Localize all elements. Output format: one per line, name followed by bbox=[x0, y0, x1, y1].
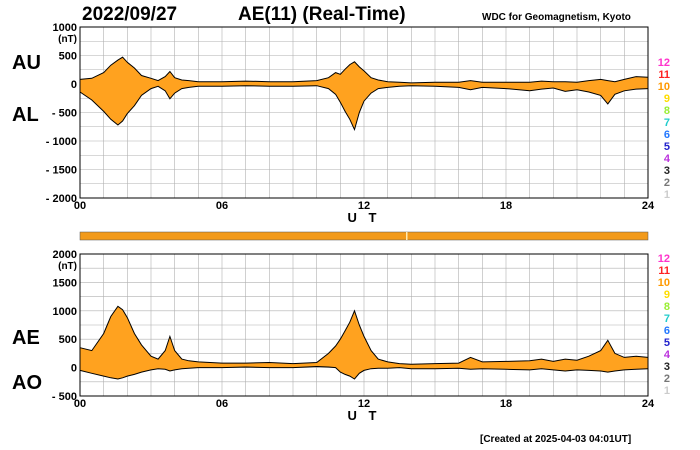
y-tick-label: - 1000 bbox=[46, 136, 77, 148]
y-tick-label: 2000 bbox=[53, 249, 77, 261]
legend-level-4: 4 bbox=[664, 349, 671, 361]
legend-level-9: 9 bbox=[664, 289, 670, 301]
x-tick-label: 18 bbox=[500, 398, 512, 410]
y-tick-label: 1000 bbox=[53, 306, 77, 318]
legend-level-7: 7 bbox=[664, 117, 670, 129]
x-tick-label: 00 bbox=[74, 398, 86, 410]
legend-level-8: 8 bbox=[664, 105, 670, 117]
legend-level-8: 8 bbox=[664, 301, 670, 313]
legend-level-3: 3 bbox=[664, 165, 670, 177]
x-tick-label: 12 bbox=[358, 200, 370, 212]
upper-series-line bbox=[79, 56, 649, 84]
plot-frame bbox=[79, 253, 649, 397]
legend-level-11: 11 bbox=[658, 265, 670, 277]
created-timestamp: [Created at 2025-04-03 04:01UT] bbox=[480, 434, 632, 445]
x-tick-label: 24 bbox=[642, 200, 655, 212]
legend-level-10: 10 bbox=[658, 81, 670, 93]
legend-level-5: 5 bbox=[664, 141, 670, 153]
legend-level-10: 10 bbox=[658, 277, 670, 289]
series-label-ae: AE bbox=[12, 327, 40, 349]
x-tick-label: 18 bbox=[500, 200, 512, 212]
series-label-al: AL bbox=[12, 104, 39, 126]
envelope-fill bbox=[80, 57, 648, 130]
x-axis-label: U T bbox=[348, 210, 381, 225]
y-tick-label: - 500 bbox=[52, 391, 77, 403]
y-tick-label: 1000 bbox=[53, 22, 77, 34]
legend-level-3: 3 bbox=[664, 361, 670, 373]
legend-level-9: 9 bbox=[664, 93, 670, 105]
legend-level-6: 6 bbox=[664, 325, 670, 337]
series-label-au: AU bbox=[12, 52, 41, 74]
ae-ao-panel: 2000 1500 1000 500 0 - 500 (nT) 00 06 12 18 24 U T bbox=[52, 249, 655, 423]
legend-level-1: 1 bbox=[664, 385, 670, 397]
legend-level-6: 6 bbox=[664, 129, 670, 141]
plot-frame bbox=[79, 26, 649, 199]
x-tick-label: 24 bbox=[642, 398, 655, 410]
y-tick-label: - 2000 bbox=[46, 193, 77, 205]
y-tick-label: - 500 bbox=[52, 108, 77, 120]
source-label: WDC for Geomagnetism, Kyoto bbox=[482, 12, 631, 23]
y-tick-label: 0 bbox=[71, 363, 77, 375]
y-tick-label: 1500 bbox=[53, 277, 77, 289]
x-tick-label: 00 bbox=[74, 200, 86, 212]
au-al-panel: 1000 500 0 - 500 - 1000 - 1500 - 2000 (nT) 00 06 1… bbox=[46, 22, 655, 225]
x-axis-label: U T bbox=[348, 408, 381, 423]
x-tick-label: 06 bbox=[216, 200, 228, 212]
upper-series-line bbox=[79, 305, 649, 365]
envelope-fill bbox=[80, 306, 648, 379]
legend-level-2: 2 bbox=[664, 177, 670, 189]
legend-level-11: 11 bbox=[658, 69, 670, 81]
legend-level-4: 4 bbox=[664, 153, 671, 165]
y-unit-label: (nT) bbox=[58, 261, 77, 272]
legend-level-1: 1 bbox=[664, 189, 670, 201]
chart-date: 2022/09/27 bbox=[82, 4, 178, 25]
status-bar-marker bbox=[406, 232, 408, 240]
y-tick-label: 500 bbox=[59, 51, 77, 63]
chart-title: AE(11) (Real-Time) bbox=[238, 4, 406, 25]
y-tick-label: 500 bbox=[59, 334, 77, 346]
x-tick-label: 06 bbox=[216, 398, 228, 410]
legend-level-12: 12 bbox=[658, 253, 670, 265]
legend-level-2: 2 bbox=[664, 373, 670, 385]
x-tick-label: 12 bbox=[358, 398, 370, 410]
lower-series-line bbox=[79, 85, 649, 132]
legend-level-5: 5 bbox=[664, 337, 670, 349]
series-label-ao: AO bbox=[12, 372, 42, 394]
data-status-bar bbox=[79, 231, 649, 241]
legend-level-12: 12 bbox=[658, 57, 670, 69]
legend-level-7: 7 bbox=[664, 313, 670, 325]
y-tick-label: - 1500 bbox=[46, 165, 77, 177]
y-unit-label: (nT) bbox=[58, 34, 77, 45]
lower-series-line bbox=[79, 365, 649, 380]
y-tick-label: 0 bbox=[71, 79, 77, 91]
